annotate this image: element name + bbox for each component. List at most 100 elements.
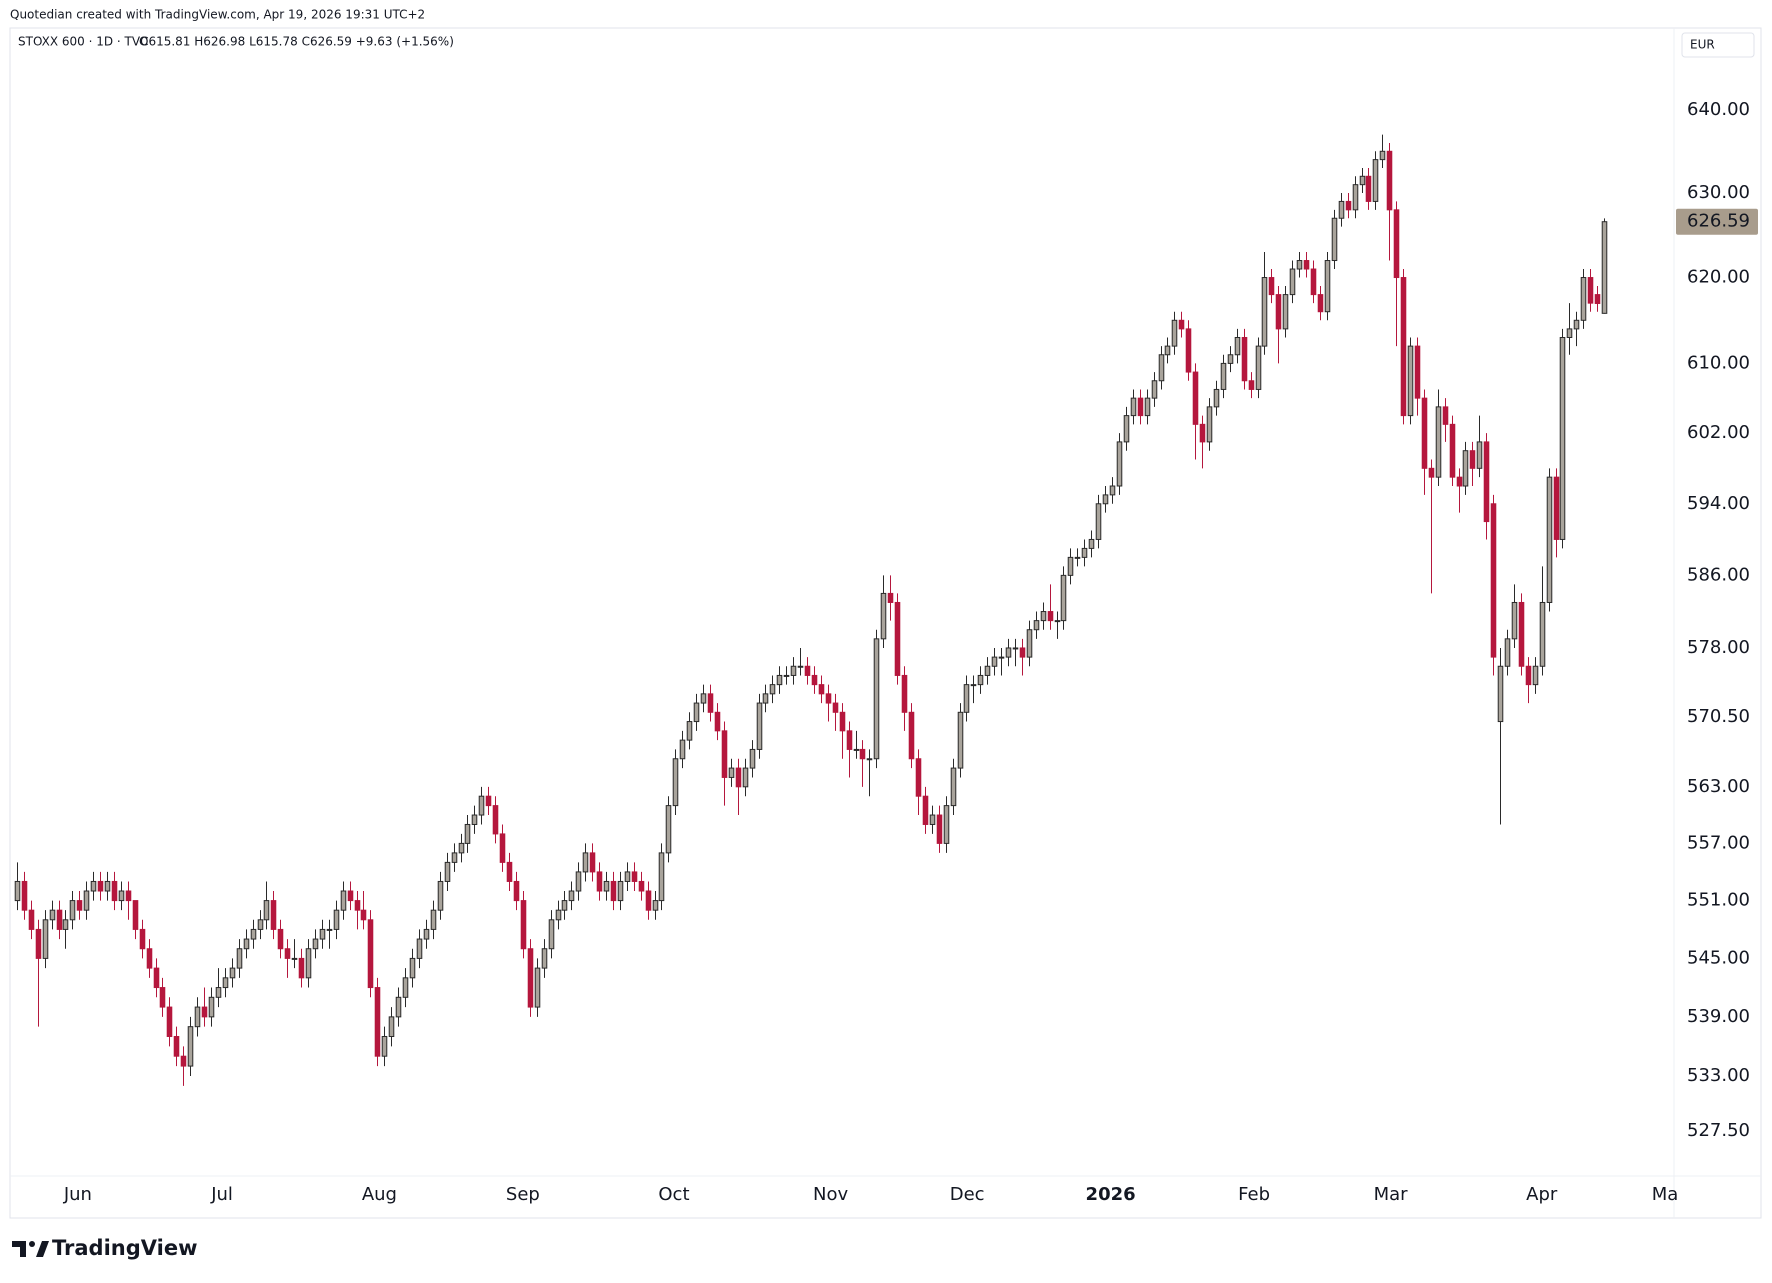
candle-body (1469, 450, 1476, 469)
candle-body (347, 890, 354, 902)
candle-body (1594, 294, 1601, 304)
candle-body (1601, 221, 1608, 314)
candle-body (866, 758, 873, 761)
candle-body (665, 805, 672, 854)
candle-body (1539, 601, 1546, 667)
candle-body (818, 684, 825, 695)
candle-body (811, 674, 818, 686)
currency: EUR (1690, 38, 1715, 52)
candle-body (444, 861, 451, 882)
y-tick-label: 620.00 (1687, 267, 1750, 288)
candle-body (159, 987, 166, 1008)
candle-body (1317, 294, 1324, 313)
chart-frame (9, 27, 1762, 1219)
candle-body (236, 948, 243, 969)
candle-body (56, 909, 63, 930)
candle-body (977, 674, 984, 686)
x-tick-label: Mar (1374, 1184, 1409, 1205)
candle-body (118, 890, 125, 902)
candle-body (707, 693, 714, 713)
candle-body (146, 948, 153, 969)
ohlc-legend: O615.81 H626.98 L615.78 C626.59 +9.63 (+… (139, 35, 454, 49)
candle-body (1407, 345, 1414, 417)
candle-body (1393, 209, 1400, 279)
candle-body (1573, 319, 1580, 330)
candle-body (1116, 441, 1123, 487)
candle-body (305, 948, 312, 979)
candle-body (1081, 547, 1088, 558)
candle-body (83, 890, 90, 911)
candle-body (28, 909, 35, 930)
candle-body (215, 987, 222, 998)
candle-body (319, 928, 326, 940)
candle-body (1587, 277, 1594, 304)
logo-dot (29, 1241, 35, 1247)
candle-body (1476, 441, 1483, 469)
x-tick-label: Oct (658, 1184, 689, 1205)
candle-body (381, 1035, 388, 1057)
candle-body (832, 702, 839, 713)
candle-body (104, 880, 111, 892)
branding: TradingView (52, 1236, 197, 1260)
candle-body (1130, 397, 1137, 417)
candle-body (679, 739, 686, 760)
candle-body (561, 900, 568, 911)
candle-body (624, 871, 631, 882)
candle-body (568, 890, 575, 902)
candle-body (776, 674, 783, 686)
candle-body (1490, 503, 1497, 658)
candle-body (575, 871, 582, 892)
x-tick-label: Sep (506, 1184, 540, 1205)
candle-body (790, 665, 797, 676)
candle-body (35, 928, 42, 959)
candle-body (69, 900, 76, 921)
candle-body (1275, 294, 1282, 330)
candle-body (1185, 328, 1192, 373)
candle-body (1227, 354, 1234, 364)
candle-body (672, 758, 679, 807)
candle-body (769, 684, 776, 695)
candle-body (721, 730, 728, 778)
candle-body (1241, 336, 1248, 382)
candle-body (534, 967, 541, 1008)
candle-body (326, 928, 333, 931)
candle-body (1164, 345, 1171, 356)
candle-body (1428, 467, 1435, 478)
y-tick-label: 570.50 (1687, 706, 1750, 727)
candle-body (506, 861, 513, 882)
candle-body (1442, 406, 1449, 425)
candle-body (187, 1026, 194, 1067)
candle-body (1414, 345, 1421, 399)
candle-body (1005, 647, 1012, 658)
candle-body (125, 890, 132, 902)
candle-body (1352, 184, 1359, 211)
candle-body (963, 684, 970, 713)
candle-body (783, 674, 790, 677)
candle-body (1456, 476, 1463, 487)
y-tick-label: 533.00 (1687, 1065, 1750, 1086)
candle-body (1088, 538, 1095, 549)
candle-body (617, 880, 624, 902)
candle-body (1095, 503, 1102, 540)
x-tick-label: 2026 (1086, 1184, 1136, 1205)
candle-body (360, 909, 367, 921)
candle-body (735, 767, 742, 788)
candle-body (894, 601, 901, 676)
candle-body (693, 702, 700, 723)
candle-body (1462, 450, 1469, 487)
candle-body (291, 957, 298, 960)
candle-body (388, 1016, 395, 1037)
candle-body (527, 948, 534, 1008)
candle-body (62, 919, 69, 930)
y-tick-label: 557.00 (1687, 832, 1750, 853)
y-tick-label: 630.00 (1687, 182, 1750, 203)
candle-body (915, 758, 922, 797)
candle-body (728, 767, 735, 778)
candle-body (762, 693, 769, 704)
candle-body (887, 592, 894, 603)
candle-body (596, 871, 603, 892)
candle-body (458, 842, 465, 854)
candle-body (340, 890, 347, 911)
candle-body (1435, 406, 1442, 478)
